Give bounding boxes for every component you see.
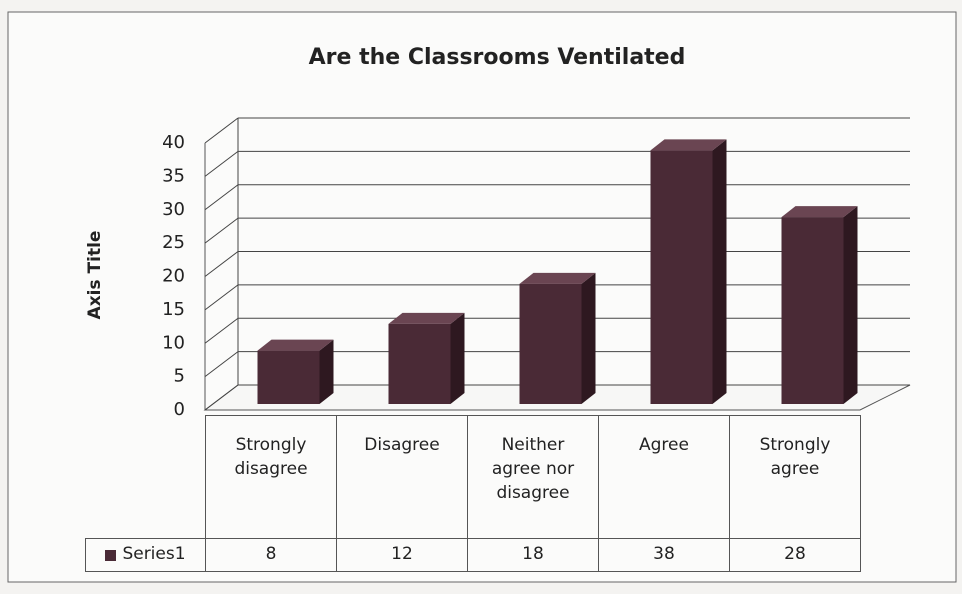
bar-top — [257, 339, 334, 351]
bar — [388, 323, 451, 404]
grid-line — [204, 284, 239, 311]
legend-label: Series1 — [122, 544, 186, 565]
bar-top — [519, 272, 596, 284]
bar-top — [388, 312, 465, 324]
grid-line — [204, 384, 239, 411]
category-cell: Agree — [598, 415, 730, 539]
grid-line — [204, 251, 239, 277]
y-tick-label: 15 — [162, 299, 185, 320]
value-cell: 38 — [598, 538, 730, 572]
bar-top — [781, 206, 858, 218]
bar-top — [650, 139, 727, 151]
y-axis-title: Axis Title — [85, 231, 105, 320]
legend-swatch — [105, 549, 117, 561]
chart-title: Are the Classrooms Ventilated — [309, 45, 686, 70]
grid-line — [204, 351, 239, 378]
bar — [650, 150, 713, 404]
y-tick-label: 30 — [162, 199, 185, 220]
value-cell: 12 — [336, 538, 468, 572]
y-tick-label: 0 — [174, 399, 185, 420]
y-tick-label: 10 — [162, 332, 185, 353]
bar-side — [581, 272, 596, 404]
category-cell: Strongly agree — [729, 415, 861, 539]
bar-side — [450, 312, 465, 404]
grid-line — [204, 117, 239, 144]
value-cell: 18 — [467, 538, 599, 572]
bar-side — [319, 339, 334, 404]
y-tick-label: 20 — [162, 266, 185, 287]
grid-line — [204, 217, 239, 244]
y-tick-label: 35 — [162, 165, 185, 186]
value-cell: 28 — [729, 538, 861, 572]
legend-cell: Series1 — [85, 538, 206, 572]
y-tick-label: 5 — [174, 366, 185, 387]
grid-line — [204, 317, 239, 344]
y-tick-label: 40 — [162, 132, 185, 153]
value-cell: 8 — [205, 538, 337, 572]
grid-line — [204, 150, 239, 177]
grid-line — [204, 184, 239, 211]
y-tick-label: 25 — [162, 232, 185, 253]
bar-side — [843, 206, 858, 404]
category-cell: Disagree — [336, 415, 468, 539]
bar — [257, 350, 320, 404]
bar — [781, 217, 844, 404]
bar-side — [712, 139, 727, 404]
category-cell: Strongly disagree — [205, 415, 337, 539]
bar — [519, 283, 582, 404]
category-cell: Neither agree nor disagree — [467, 415, 599, 539]
